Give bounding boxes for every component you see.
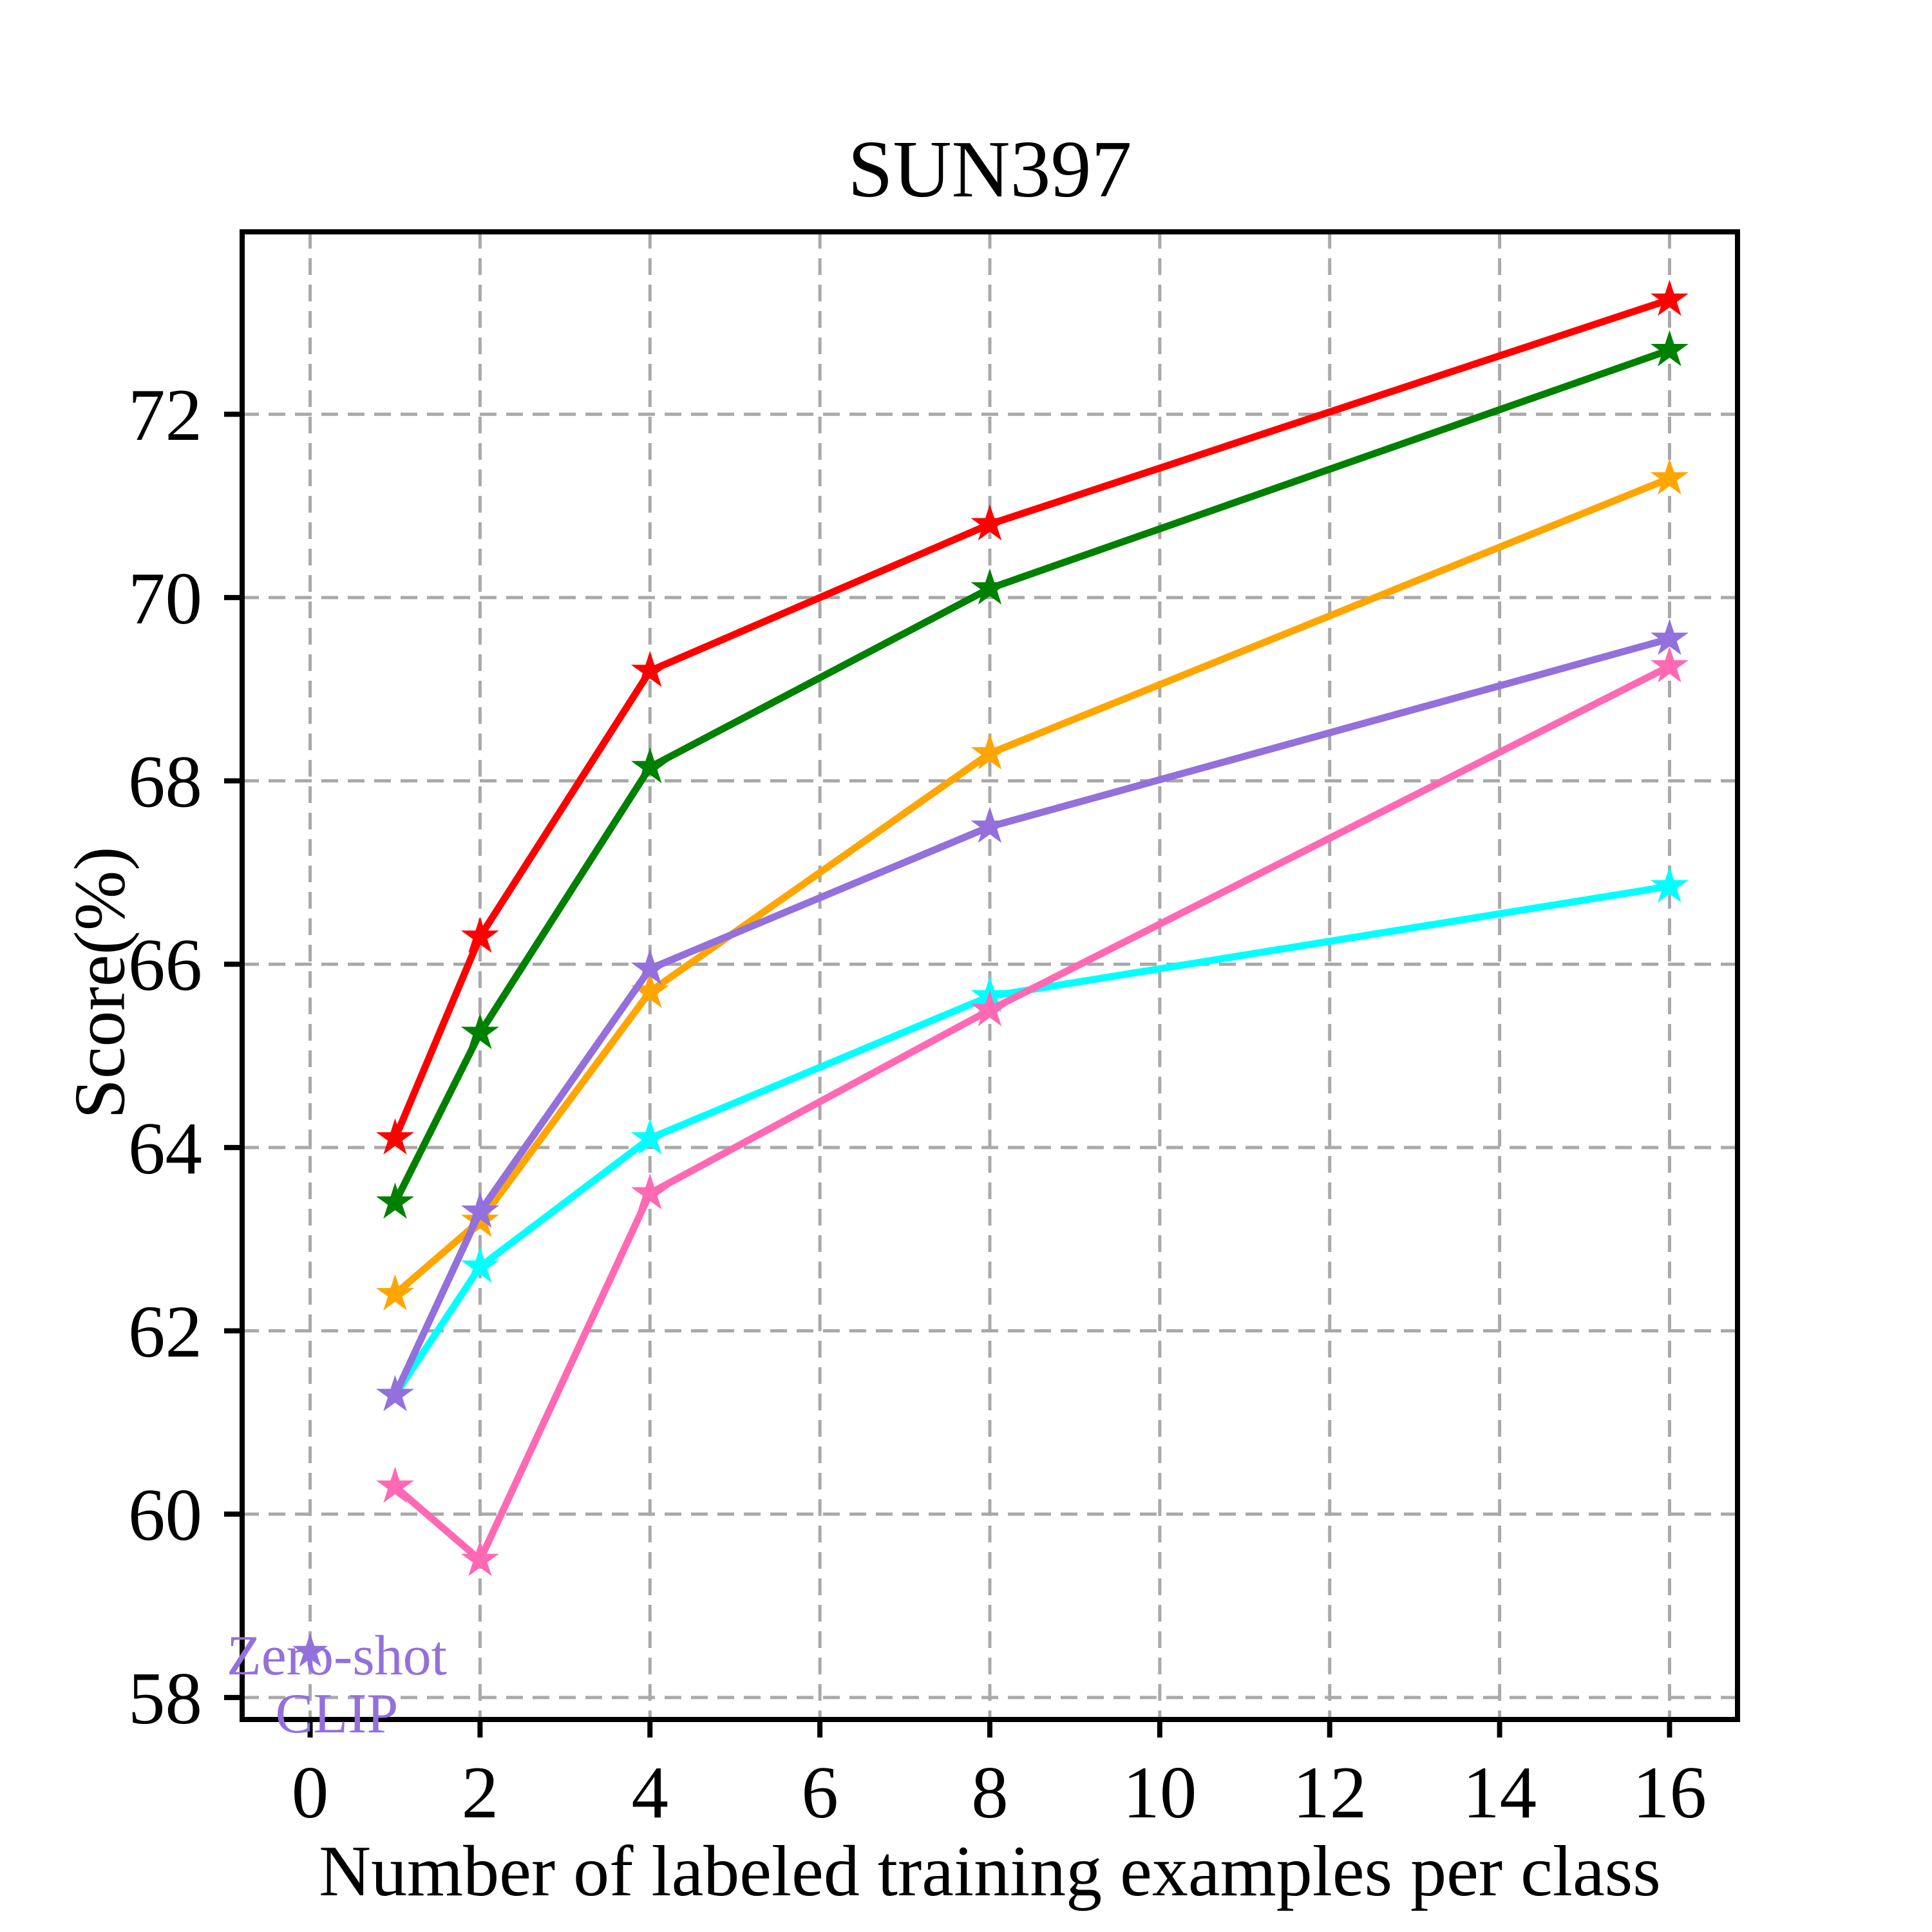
plot-border bbox=[240, 229, 1740, 1722]
x-axis-label: Number of labeled training examples per … bbox=[319, 1832, 1661, 1911]
y-tick-label: 58 bbox=[128, 1658, 202, 1739]
y-tick-label: 62 bbox=[128, 1291, 202, 1373]
x-tick-label: 14 bbox=[1463, 1752, 1537, 1833]
x-tick-label: 16 bbox=[1633, 1752, 1707, 1833]
pink-series-marker bbox=[376, 1466, 414, 1503]
zero-shot-clip-star-marker bbox=[292, 1633, 328, 1667]
y-tick-label: 68 bbox=[128, 741, 202, 823]
x-tick-label: 6 bbox=[801, 1752, 838, 1833]
cyan-series-marker bbox=[1651, 866, 1689, 903]
green-series-marker bbox=[971, 568, 1009, 605]
orange-series-marker bbox=[630, 971, 669, 1008]
chart-title: SUN397 bbox=[848, 125, 1132, 214]
x-tick-label: 8 bbox=[971, 1752, 1009, 1833]
orange-series-marker bbox=[971, 733, 1009, 770]
x-tick-label: 0 bbox=[292, 1752, 329, 1833]
pink-series-marker bbox=[630, 1173, 669, 1210]
pink-series-line bbox=[391, 663, 1673, 1564]
purple-series-marker bbox=[630, 949, 669, 985]
pink-series-marker bbox=[971, 990, 1009, 1027]
orange-series-marker bbox=[1651, 458, 1689, 495]
purple-series-line bbox=[391, 635, 1673, 1399]
red-series-marker bbox=[460, 916, 499, 953]
red-series-marker bbox=[630, 650, 669, 687]
y-tick-label: 66 bbox=[128, 924, 202, 1006]
purple-series-marker bbox=[460, 1191, 499, 1228]
green-series-marker bbox=[630, 747, 669, 784]
zero-shot-annotation-line2: CLIP bbox=[275, 1683, 399, 1745]
red-series-marker bbox=[1651, 279, 1689, 316]
red-series-line bbox=[391, 296, 1673, 1142]
green-series-marker bbox=[460, 1013, 499, 1049]
x-tick-label: 12 bbox=[1293, 1752, 1367, 1833]
zero-shot-annotation-line1: Zero-shot bbox=[226, 1625, 448, 1687]
purple-series-marker bbox=[376, 1375, 414, 1412]
y-axis-label: Score(%) bbox=[60, 846, 140, 1119]
y-tick-label: 70 bbox=[128, 558, 202, 639]
purple-series-marker bbox=[971, 806, 1009, 843]
cyan-series-marker bbox=[460, 1246, 499, 1283]
x-tick-label: 4 bbox=[632, 1752, 669, 1833]
cyan-series-marker bbox=[630, 1118, 669, 1155]
red-series-marker bbox=[376, 1118, 414, 1155]
green-series-marker bbox=[376, 1182, 414, 1219]
y-tick-label: 72 bbox=[128, 374, 202, 456]
green-series-marker bbox=[1651, 330, 1689, 366]
orange-series-marker bbox=[376, 1274, 414, 1311]
x-tick-label: 2 bbox=[462, 1752, 499, 1833]
y-tick-label: 60 bbox=[128, 1474, 202, 1556]
orange-series-line bbox=[391, 475, 1673, 1298]
red-series-marker bbox=[971, 504, 1009, 541]
purple-series-marker bbox=[1651, 618, 1689, 655]
y-tick-label: 64 bbox=[128, 1108, 202, 1189]
pink-series-marker bbox=[460, 1540, 499, 1577]
pink-series-marker bbox=[1651, 646, 1689, 683]
x-tick-label: 10 bbox=[1122, 1752, 1197, 1833]
